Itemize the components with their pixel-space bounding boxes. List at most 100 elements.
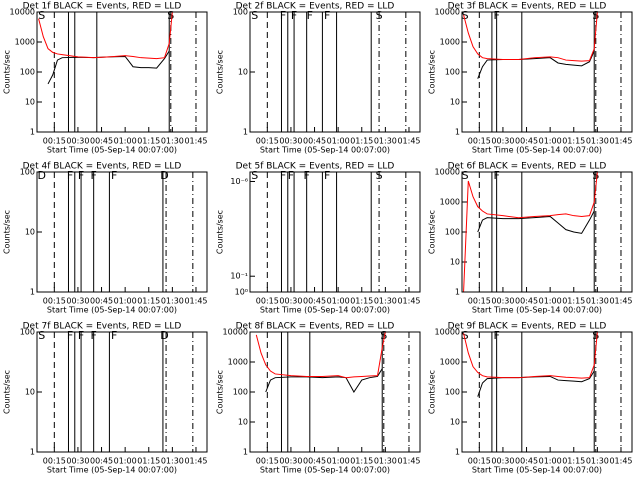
flag-label: F: [288, 169, 294, 182]
x-axis-label: Start Time (05-Sep-14 00:07:00): [472, 466, 602, 475]
y-axis-label: Counts/sec: [3, 50, 12, 94]
y-tick-label: 10⁻⁶: [230, 177, 248, 186]
x-tick-label: 00:45: [303, 297, 326, 306]
x-tick-label: 00:45: [515, 297, 538, 306]
y-tick-label: 100: [445, 228, 460, 237]
flag-label: F: [111, 329, 117, 342]
flag-label: F: [493, 9, 499, 22]
y-tick-label: 100: [20, 68, 35, 77]
x-tick-label: 00:30: [491, 457, 514, 466]
x-tick-label: 01:15: [137, 137, 160, 146]
data-line: [463, 331, 598, 379]
flag-label: S: [592, 329, 599, 342]
x-tick-label: 01:45: [609, 297, 632, 306]
y-tick-label: 1: [455, 448, 460, 457]
x-tick-label: 01:30: [161, 457, 184, 466]
flag-label: F: [324, 169, 330, 182]
flag-label: S: [251, 169, 258, 182]
x-tick-label: 01:45: [184, 297, 207, 306]
data-line: [463, 11, 598, 62]
x-tick-label: 00:15: [43, 137, 66, 146]
y-axis-label: Counts/sec: [428, 210, 437, 254]
x-tick-label: 00:15: [256, 137, 279, 146]
flag-label: F: [78, 329, 84, 342]
flag-label: F: [324, 9, 330, 22]
y-tick-label: 10: [25, 228, 35, 237]
x-tick-label: 00:45: [90, 137, 113, 146]
x-tick-label: 00:15: [256, 457, 279, 466]
plot-frame: [461, 331, 633, 453]
y-tick-label: 100: [233, 8, 248, 17]
flag-label: S: [462, 9, 469, 22]
chart-title: Det 4f BLACK = Events, RED = LLD: [23, 162, 182, 172]
y-tick-label: 1000: [440, 38, 460, 47]
x-axis-label: Start Time (05-Sep-14 00:07:00): [260, 306, 390, 315]
x-tick-label: 00:15: [43, 297, 66, 306]
data-line: [477, 370, 595, 397]
x-axis-label: Start Time (05-Sep-14 00:07:00): [47, 306, 177, 315]
x-tick-label: 01:15: [137, 297, 160, 306]
x-axis-label: Start Time (05-Sep-14 00:07:00): [472, 306, 602, 315]
x-axis-label: Start Time (05-Sep-14 00:07:00): [47, 466, 177, 475]
x-tick-label: 00:30: [491, 137, 514, 146]
y-tick-label: 10: [450, 258, 460, 267]
flag-label: F: [493, 169, 499, 182]
y-tick-label: 1: [455, 128, 460, 137]
plot-frame: [461, 11, 633, 133]
x-tick-label: 00:30: [66, 137, 89, 146]
plot-frame: [36, 11, 208, 133]
flag-label: S: [167, 9, 174, 22]
flag-label: F: [91, 169, 97, 182]
y-tick-label: 1000: [15, 38, 35, 47]
flag-label: S: [592, 169, 599, 182]
plot-frame: [36, 331, 208, 453]
y-tick-label: 1: [30, 288, 35, 297]
x-tick-label: 01:30: [374, 297, 397, 306]
x-tick-label: 00:15: [468, 137, 491, 146]
x-tick-label: 00:45: [515, 137, 538, 146]
x-tick-label: 00:45: [303, 137, 326, 146]
y-tick-label: 100: [233, 388, 248, 397]
x-tick-label: 00:45: [90, 457, 113, 466]
y-axis-label: Counts/sec: [428, 370, 437, 414]
y-tick-label: 10⁰: [235, 288, 248, 297]
y-tick-label: 100: [445, 388, 460, 397]
plot-frame: [36, 171, 208, 293]
x-tick-label: 00:30: [279, 137, 302, 146]
plot-frame: [461, 171, 633, 293]
x-tick-label: 01:30: [374, 137, 397, 146]
flag-label: S: [376, 9, 383, 22]
y-tick-label: 10: [25, 388, 35, 397]
x-tick-label: 01:45: [609, 137, 632, 146]
flag-label: F: [493, 329, 499, 342]
flag-label: S: [462, 329, 469, 342]
y-tick-label: 1000: [440, 198, 460, 207]
flag-label: S: [38, 329, 45, 342]
chart-title: Det 2f BLACK = Events, RED = LLD: [236, 2, 395, 12]
y-tick-label: 10000: [435, 8, 460, 17]
x-tick-label: 00:30: [66, 297, 89, 306]
flag-label: D: [160, 169, 168, 182]
x-tick-label: 01:00: [327, 457, 350, 466]
x-tick-label: 01:15: [137, 457, 160, 466]
x-tick-label: 01:00: [327, 137, 350, 146]
flag-label: F: [78, 169, 84, 182]
x-tick-label: 01:30: [161, 297, 184, 306]
flag-label: F: [280, 9, 286, 22]
y-tick-label: 1: [243, 448, 248, 457]
x-tick-label: 01:15: [350, 297, 373, 306]
x-tick-label: 01:45: [609, 457, 632, 466]
x-tick-label: 00:30: [66, 457, 89, 466]
x-tick-label: 00:30: [279, 297, 302, 306]
y-tick-label: 100: [445, 68, 460, 77]
data-line: [265, 368, 383, 393]
x-axis-label: Start Time (05-Sep-14 00:07:00): [472, 146, 602, 155]
x-tick-label: 00:45: [90, 297, 113, 306]
data-line: [255, 331, 386, 379]
flag-label: S: [38, 9, 45, 22]
flag-label: F: [291, 9, 297, 22]
flag-label: S: [592, 9, 599, 22]
data-line: [477, 210, 595, 234]
y-tick-label: 10: [238, 68, 248, 77]
